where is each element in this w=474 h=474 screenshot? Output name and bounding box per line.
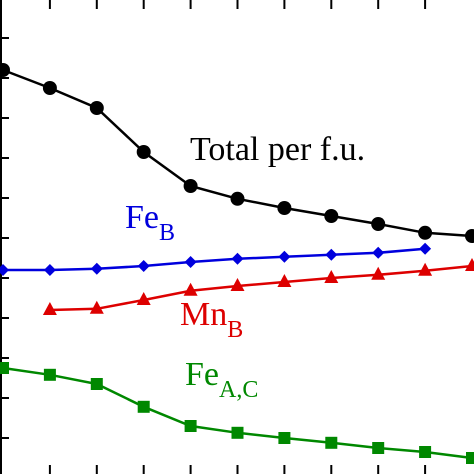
marker bbox=[0, 264, 9, 276]
annotation-text: Fe bbox=[185, 356, 219, 393]
marker bbox=[231, 426, 244, 439]
marker bbox=[418, 262, 433, 276]
annotation-subscript: A,C bbox=[219, 377, 258, 403]
marker bbox=[90, 262, 103, 275]
marker bbox=[466, 452, 474, 464]
marker bbox=[0, 362, 9, 374]
marker bbox=[42, 81, 57, 95]
marker bbox=[230, 278, 245, 291]
marker bbox=[325, 436, 338, 449]
marker bbox=[418, 225, 433, 240]
series-line bbox=[3, 247, 426, 272]
marker bbox=[137, 400, 150, 413]
annotation-text: Total per f.u. bbox=[190, 131, 365, 168]
series-line bbox=[49, 264, 473, 312]
annotation-text: Fe bbox=[125, 199, 159, 236]
marker bbox=[43, 264, 56, 276]
marker bbox=[277, 274, 292, 287]
marker bbox=[371, 266, 386, 280]
marker bbox=[465, 229, 474, 243]
marker bbox=[230, 191, 245, 206]
marker bbox=[278, 432, 291, 444]
marker bbox=[136, 292, 151, 305]
annotation: FeB bbox=[125, 199, 175, 246]
annotation: FeA,C bbox=[185, 356, 258, 403]
annotation-subscript: B bbox=[159, 220, 175, 246]
annotation-text: Mn bbox=[180, 296, 227, 333]
marker bbox=[43, 368, 56, 381]
marker bbox=[278, 250, 291, 263]
marker bbox=[184, 420, 197, 432]
marker bbox=[324, 270, 339, 283]
marker bbox=[325, 248, 338, 261]
marker bbox=[371, 217, 386, 231]
marker bbox=[231, 252, 244, 265]
marker bbox=[89, 300, 104, 314]
marker bbox=[419, 242, 432, 255]
marker bbox=[183, 282, 198, 296]
marker bbox=[277, 201, 292, 215]
marker bbox=[465, 258, 474, 271]
annotation-subscript: B bbox=[227, 317, 243, 343]
marker bbox=[136, 145, 151, 159]
marker bbox=[324, 209, 339, 223]
marker bbox=[372, 246, 385, 259]
marker bbox=[0, 63, 10, 77]
marker bbox=[89, 101, 104, 115]
marker bbox=[42, 302, 57, 315]
marker bbox=[137, 260, 150, 272]
marker bbox=[184, 256, 197, 268]
annotation: MnB bbox=[180, 296, 243, 343]
marker bbox=[372, 442, 385, 454]
marker bbox=[419, 446, 432, 458]
marker bbox=[183, 179, 198, 193]
marker bbox=[90, 378, 103, 390]
annotation: Total per f.u. bbox=[190, 131, 365, 168]
